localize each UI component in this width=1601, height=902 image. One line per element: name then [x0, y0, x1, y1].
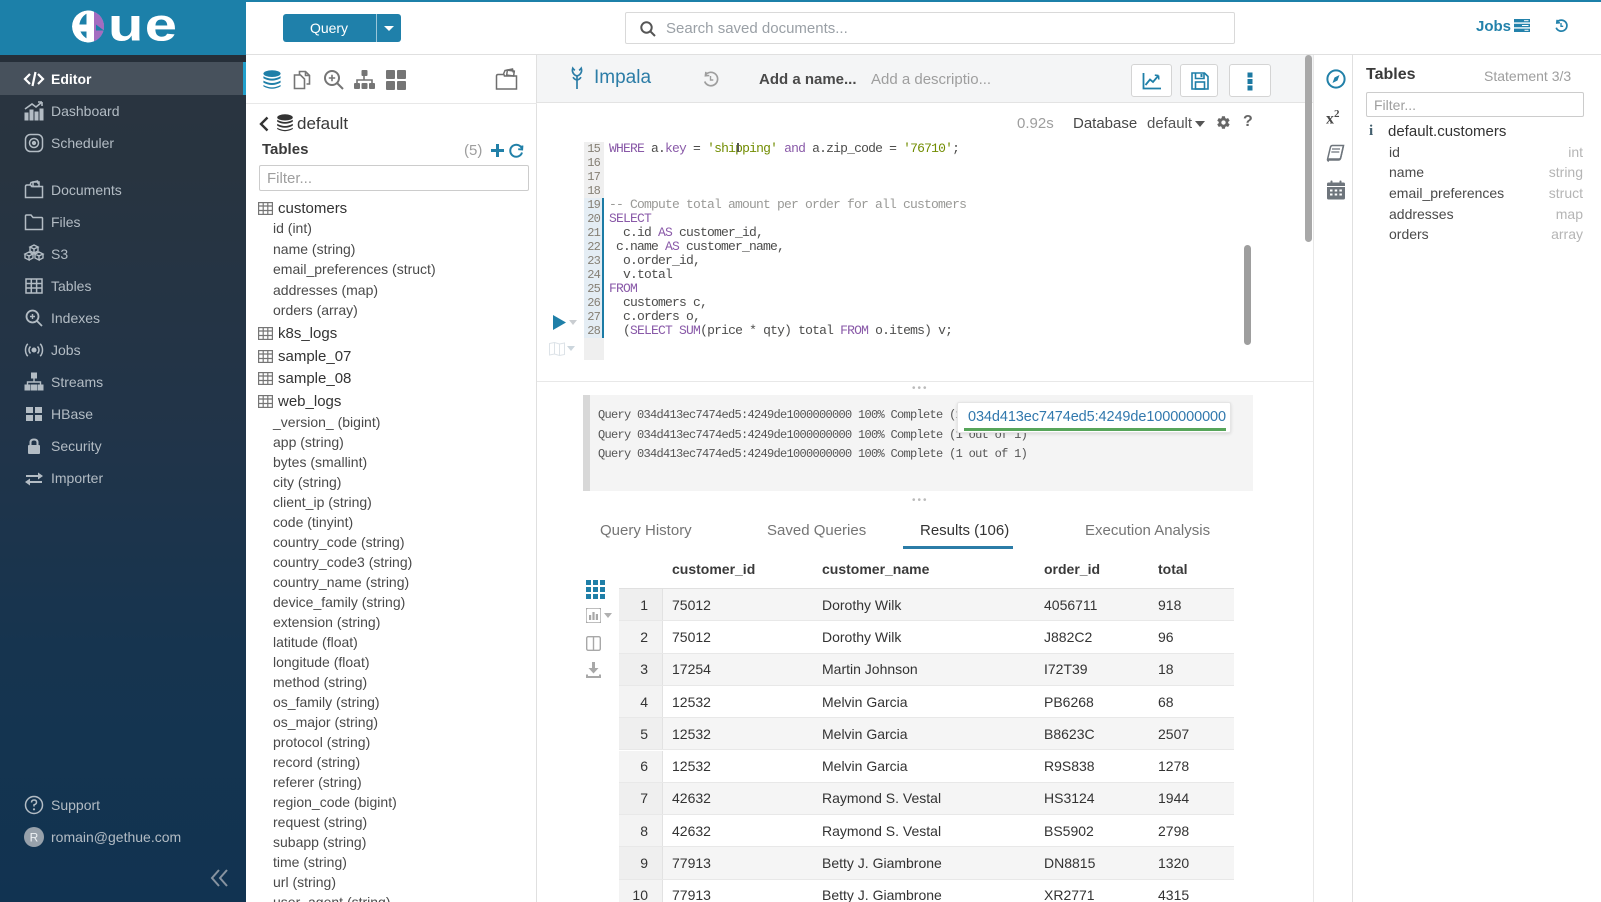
- svg-text:ue: ue: [108, 5, 178, 49]
- svg-text:R: R: [30, 831, 39, 845]
